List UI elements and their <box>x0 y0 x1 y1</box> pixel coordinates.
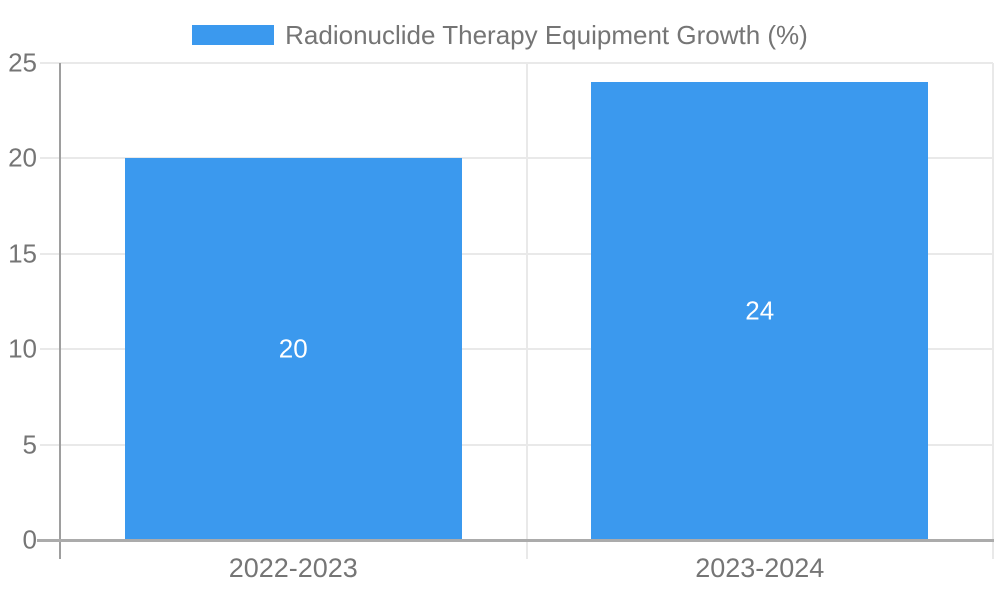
gridline-y-25 <box>40 62 993 64</box>
gridline-y-10 <box>40 348 993 351</box>
gridline-category-boundary <box>525 63 528 559</box>
gridline-y-5 <box>40 443 993 446</box>
y-axis-tick-label: 20 <box>8 142 37 173</box>
x-axis-baseline <box>37 539 994 542</box>
gridline-right-edge <box>992 63 994 559</box>
x-axis-label-2022-2023: 2022-2023 <box>228 553 358 583</box>
bar-2023-2024[interactable] <box>591 82 929 540</box>
bar-value-label: 20 <box>278 333 308 364</box>
y-axis-tick-label: 10 <box>8 333 37 364</box>
bar-2022-2023[interactable] <box>124 158 462 540</box>
y-axis-tick-label: 15 <box>8 238 37 269</box>
y-axis-tick-label: 5 <box>22 429 37 460</box>
bar-value-label: 24 <box>745 295 775 326</box>
y-axis-tick-label: 0 <box>22 524 37 555</box>
x-axis-label-2023-2024: 2023-2024 <box>695 553 825 583</box>
gridline-y-15 <box>40 252 993 255</box>
legend-label: Radionuclide Therapy Equipment Growth (%… <box>285 20 808 50</box>
y-axis-tick-label: 25 <box>8 47 37 78</box>
legend-swatch-icon <box>192 25 275 46</box>
y-axis-line <box>59 63 61 559</box>
chart-legend[interactable]: Radionuclide Therapy Equipment Growth (%… <box>192 21 808 50</box>
gridline-y-20 <box>40 157 993 160</box>
